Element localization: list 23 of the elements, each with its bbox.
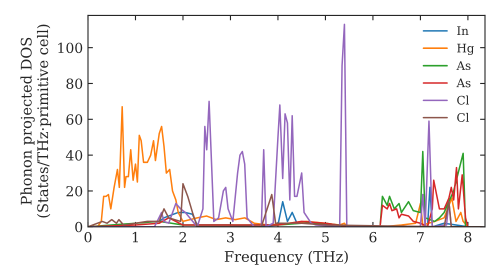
x-tick-label: 4 (274, 232, 282, 242)
x-tick-label: 5 (322, 232, 329, 242)
x-axis-title: Frequency (THz) (224, 250, 348, 265)
y-tick-label: 100 (58, 42, 82, 54)
legend-label: As (456, 78, 470, 88)
x-tick-label: 3 (227, 232, 234, 242)
legend-label: Cl (457, 112, 469, 122)
y-tick-label: 40 (66, 150, 82, 161)
y-tick-label: 60 (66, 114, 82, 125)
y-tick-label: 20 (66, 186, 82, 196)
legend-label: Cl (457, 96, 469, 105)
legend-label: In (457, 26, 468, 35)
x-tick-label: 6 (369, 232, 376, 242)
x-tick-label: 8 (464, 232, 472, 242)
x-tick-label: 2 (180, 232, 186, 242)
x-tick-label: 7 (417, 232, 424, 242)
legend-label: Hg (457, 44, 474, 55)
x-tick-label: 0 (84, 232, 92, 242)
legend-label: As (456, 61, 470, 70)
y-tick-label: 0 (75, 222, 82, 232)
x-tick-label: 1 (132, 232, 138, 242)
y-axis-title: Phonon projected DOS (States/THz·primitive cell) (20, 24, 52, 218)
y-tick-label: 80 (66, 78, 82, 89)
